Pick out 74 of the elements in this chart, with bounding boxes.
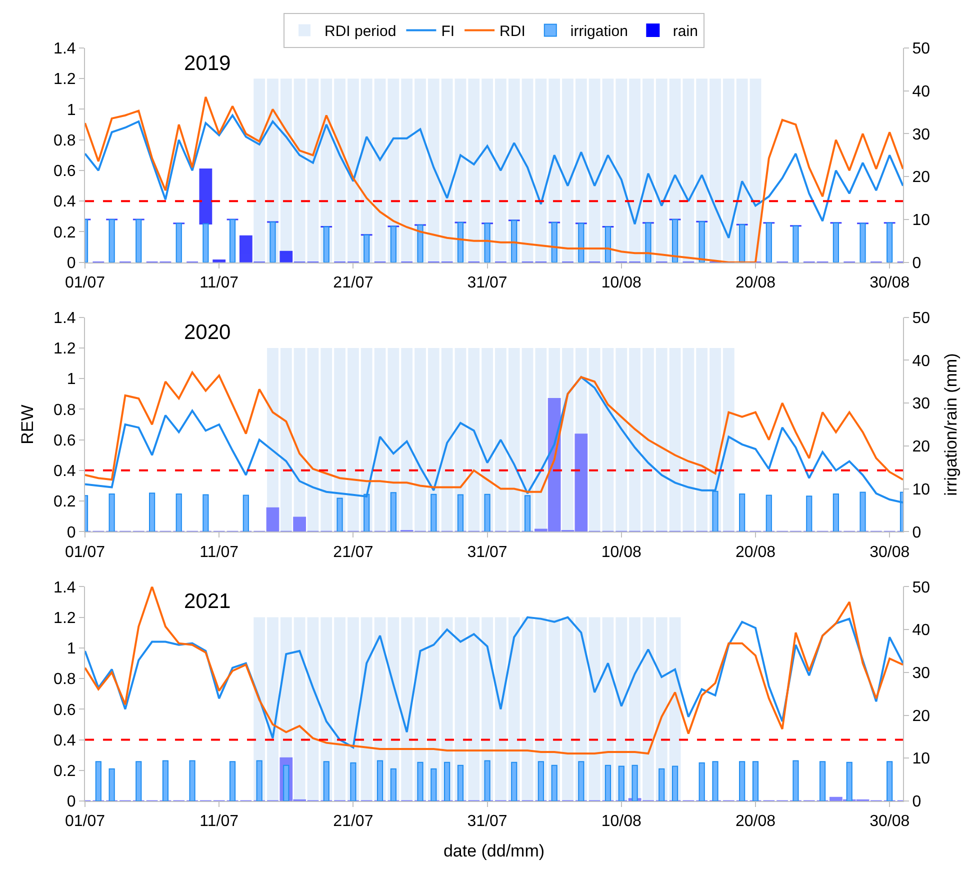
x-tick-label: 30/08 xyxy=(870,813,910,830)
x-tick-label: 01/07 xyxy=(64,274,106,292)
y-tick-label: 0.4 xyxy=(54,463,76,480)
legend-label: FI xyxy=(441,23,455,40)
y2-axis-title: irrigation/rain (mm) xyxy=(942,353,960,496)
y2-tick-label: 30 xyxy=(912,664,930,682)
y2-tick-label: 0 xyxy=(912,794,922,811)
y-tick-label: 0 xyxy=(66,524,76,542)
x-tick-label: 31/07 xyxy=(467,813,508,830)
y2-tick-label: 20 xyxy=(912,169,930,186)
y-tick-label: 0.6 xyxy=(54,432,76,450)
x-tick-label: 30/08 xyxy=(870,544,910,561)
y2-tick-label: 40 xyxy=(912,622,930,640)
y-tick-label: 1.4 xyxy=(54,310,76,327)
x-tick-label: 10/08 xyxy=(601,544,642,561)
y-tick-label: 0.8 xyxy=(54,132,76,150)
y2-tick-label: 10 xyxy=(912,750,930,768)
x-tick-label: 11/07 xyxy=(200,274,239,292)
x-tick-label: 20/08 xyxy=(735,813,776,830)
y2-tick-label: 10 xyxy=(912,212,930,230)
y2-tick-label: 20 xyxy=(912,438,930,456)
y-tick-label: 1 xyxy=(66,102,76,119)
x-tick-label: 01/07 xyxy=(64,544,106,561)
y-tick-label: 1.2 xyxy=(54,71,76,88)
y-tick-label: 1.2 xyxy=(54,340,76,358)
y2-tick-label: 0 xyxy=(912,254,922,272)
chart-title: 2019 xyxy=(184,52,231,75)
y-tick-label: 0.6 xyxy=(54,163,76,180)
y-tick-label: 0.2 xyxy=(54,224,76,242)
x-tick-label: 01/07 xyxy=(64,813,106,830)
y-tick-label: 0.2 xyxy=(54,494,76,511)
x-tick-label: 11/07 xyxy=(200,813,239,830)
legend-label: RDI xyxy=(500,23,526,40)
y2-tick-label: 20 xyxy=(912,708,930,725)
x-tick-label: 31/07 xyxy=(467,544,508,561)
x-axis-title: date (dd/mm) xyxy=(443,842,545,861)
y-tick-label: 1.4 xyxy=(54,579,76,596)
y-tick-label: 0.4 xyxy=(54,732,76,750)
x-tick-label: 10/08 xyxy=(601,274,642,292)
y2-tick-label: 50 xyxy=(912,579,930,596)
y2-tick-label: 10 xyxy=(912,481,930,498)
y-axis-title: REW xyxy=(18,404,38,444)
legend-label: rain xyxy=(672,23,698,40)
legend-label: irrigation xyxy=(570,23,628,40)
y-tick-label: 0.8 xyxy=(54,671,76,688)
y-tick-label: 0.4 xyxy=(54,194,76,211)
y-tick-label: 0.6 xyxy=(54,702,76,719)
y-tick-label: 1.2 xyxy=(54,610,76,627)
y-tick-label: 1 xyxy=(66,371,76,388)
x-tick-label: 20/08 xyxy=(735,544,776,561)
y2-tick-label: 50 xyxy=(912,310,930,327)
chart-title: 2020 xyxy=(184,321,231,344)
y-tick-label: 1.4 xyxy=(54,40,76,58)
y-tick-label: 0.8 xyxy=(54,402,76,419)
legend-label: RDI period xyxy=(324,23,396,40)
x-tick-label: 20/08 xyxy=(735,274,776,292)
x-tick-label: 21/07 xyxy=(333,813,374,830)
x-tick-label: 21/07 xyxy=(333,544,374,561)
y2-tick-label: 30 xyxy=(912,396,930,413)
chart-title: 2021 xyxy=(184,590,231,613)
x-tick-label: 11/07 xyxy=(200,544,239,561)
y-tick-label: 1 xyxy=(66,640,76,658)
y2-tick-label: 50 xyxy=(912,40,930,58)
y2-tick-label: 30 xyxy=(912,126,930,144)
y-tick-label: 0 xyxy=(66,254,76,272)
x-tick-label: 21/07 xyxy=(333,274,374,292)
x-tick-label: 30/08 xyxy=(870,274,910,292)
x-tick-label: 10/08 xyxy=(601,813,642,830)
y2-tick-label: 40 xyxy=(912,83,930,100)
y2-tick-label: 0 xyxy=(912,524,922,542)
y2-tick-label: 40 xyxy=(912,352,930,370)
y-tick-label: 0.2 xyxy=(54,762,76,780)
y-tick-label: 0 xyxy=(66,794,76,811)
x-tick-label: 31/07 xyxy=(467,274,508,292)
